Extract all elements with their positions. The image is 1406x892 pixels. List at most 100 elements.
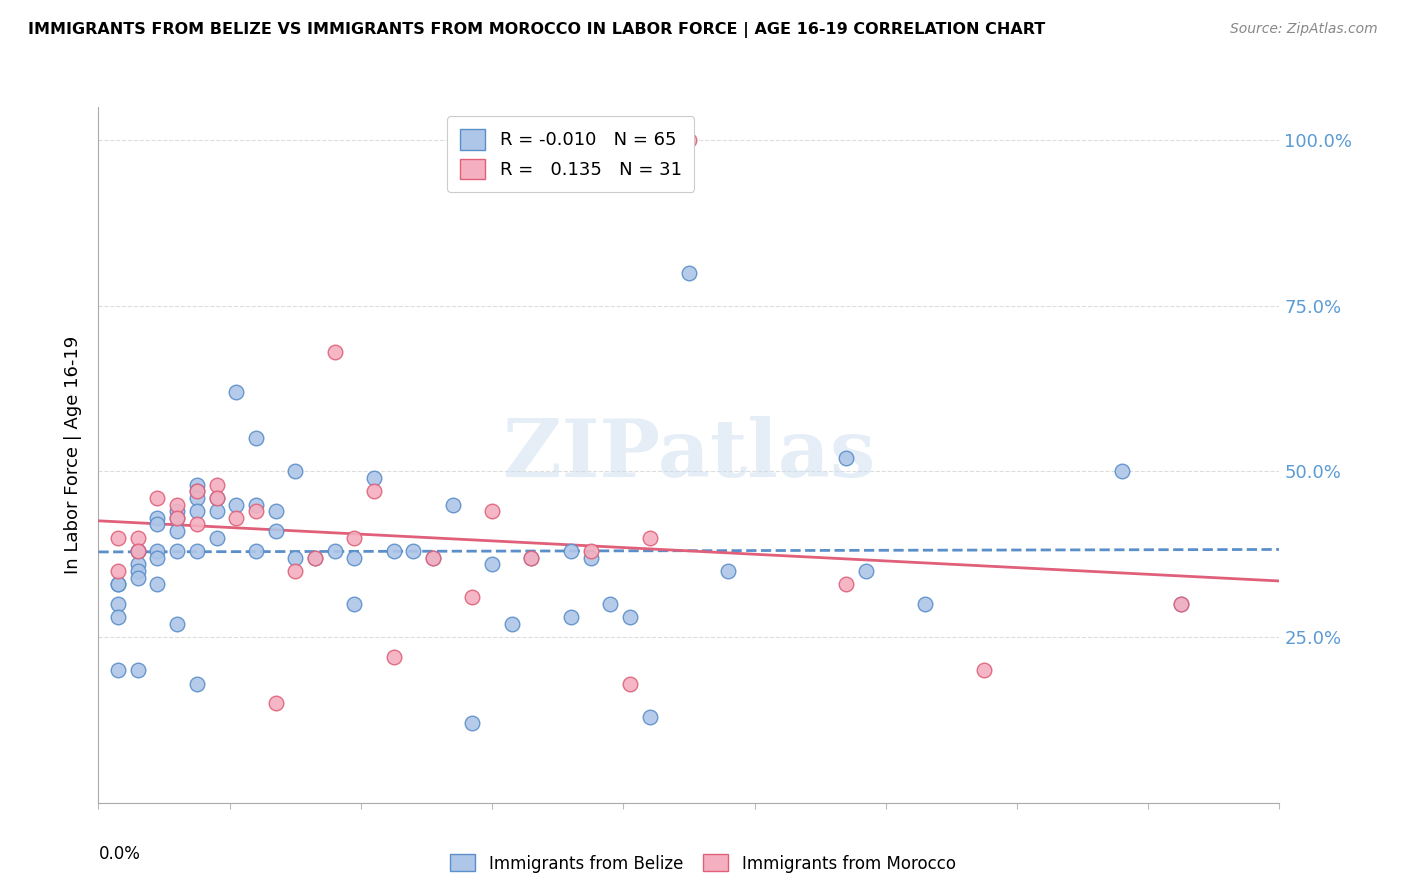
Point <box>363 471 385 485</box>
Point <box>284 564 307 578</box>
Point <box>186 477 208 491</box>
Text: 0.0%: 0.0% <box>98 845 141 863</box>
Point <box>127 558 149 572</box>
Point <box>146 491 169 505</box>
Point <box>835 577 858 591</box>
Point <box>245 544 267 558</box>
Point <box>520 550 543 565</box>
Point <box>402 544 425 558</box>
Point <box>382 650 405 665</box>
Point <box>127 531 149 545</box>
Point <box>973 663 995 677</box>
Point <box>205 491 228 505</box>
Point <box>461 591 484 605</box>
Point <box>422 550 444 565</box>
Point <box>441 498 464 512</box>
Point <box>107 531 129 545</box>
Point <box>461 716 484 731</box>
Point <box>127 544 149 558</box>
Legend: Immigrants from Belize, Immigrants from Morocco: Immigrants from Belize, Immigrants from … <box>444 847 962 880</box>
Point <box>166 616 188 631</box>
Point <box>599 597 621 611</box>
Point <box>619 676 641 690</box>
Text: ZIPatlas: ZIPatlas <box>503 416 875 494</box>
Text: IMMIGRANTS FROM BELIZE VS IMMIGRANTS FROM MOROCCO IN LABOR FORCE | AGE 16-19 COR: IMMIGRANTS FROM BELIZE VS IMMIGRANTS FRO… <box>28 22 1046 38</box>
Point <box>579 550 602 565</box>
Point <box>245 498 267 512</box>
Point <box>422 550 444 565</box>
Point <box>835 451 858 466</box>
Point <box>107 663 129 677</box>
Point <box>560 610 582 624</box>
Point <box>166 511 188 525</box>
Point <box>678 266 700 280</box>
Point <box>304 550 326 565</box>
Point <box>619 610 641 624</box>
Point <box>166 544 188 558</box>
Point <box>1170 597 1192 611</box>
Point <box>107 610 129 624</box>
Point <box>107 597 129 611</box>
Point <box>363 484 385 499</box>
Point <box>186 544 208 558</box>
Point <box>717 564 740 578</box>
Point <box>1111 465 1133 479</box>
Y-axis label: In Labor Force | Age 16-19: In Labor Force | Age 16-19 <box>65 335 83 574</box>
Point <box>146 517 169 532</box>
Point <box>205 491 228 505</box>
Point <box>146 577 169 591</box>
Text: Source: ZipAtlas.com: Source: ZipAtlas.com <box>1230 22 1378 37</box>
Point <box>127 544 149 558</box>
Point <box>304 550 326 565</box>
Point <box>560 544 582 558</box>
Point <box>225 384 247 399</box>
Point <box>127 564 149 578</box>
Point <box>914 597 936 611</box>
Point <box>166 524 188 538</box>
Point <box>520 550 543 565</box>
Point <box>264 504 287 518</box>
Point <box>186 484 208 499</box>
Point <box>264 524 287 538</box>
Point <box>205 504 228 518</box>
Point <box>323 345 346 359</box>
Point <box>205 531 228 545</box>
Point <box>638 709 661 723</box>
Point <box>855 564 877 578</box>
Point <box>186 504 208 518</box>
Point <box>107 577 129 591</box>
Point <box>245 431 267 445</box>
Point <box>146 544 169 558</box>
Point <box>264 697 287 711</box>
Point <box>579 544 602 558</box>
Point <box>166 498 188 512</box>
Point <box>481 504 503 518</box>
Point <box>186 517 208 532</box>
Point <box>166 504 188 518</box>
Point <box>127 663 149 677</box>
Point <box>225 511 247 525</box>
Point <box>186 676 208 690</box>
Point <box>225 498 247 512</box>
Point <box>343 531 366 545</box>
Point <box>678 133 700 147</box>
Point <box>284 550 307 565</box>
Point <box>127 544 149 558</box>
Point <box>501 616 523 631</box>
Point <box>146 550 169 565</box>
Point <box>481 558 503 572</box>
Point <box>146 511 169 525</box>
Point <box>205 477 228 491</box>
Point <box>245 504 267 518</box>
Point <box>638 531 661 545</box>
Point <box>127 570 149 584</box>
Point <box>1170 597 1192 611</box>
Point <box>382 544 405 558</box>
Point <box>343 597 366 611</box>
Point <box>284 465 307 479</box>
Point <box>107 564 129 578</box>
Point <box>166 511 188 525</box>
Point <box>107 577 129 591</box>
Point <box>186 491 208 505</box>
Point <box>343 550 366 565</box>
